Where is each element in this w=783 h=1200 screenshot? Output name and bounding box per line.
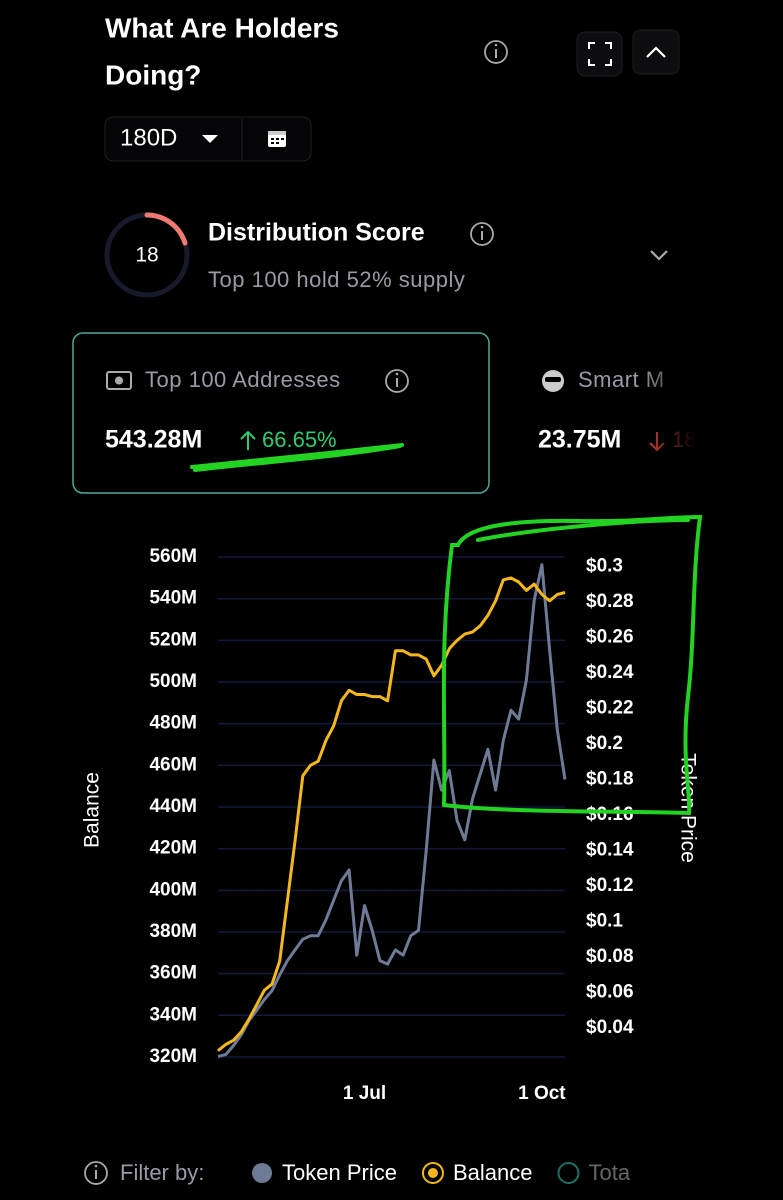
- y2-tick-label: $0.08: [586, 946, 634, 967]
- legend-swatch: [252, 1163, 272, 1183]
- y2-tick-label: $0.2: [586, 733, 623, 754]
- card-label: Top 100 Addresses: [145, 367, 341, 392]
- annotation-underline: [190, 443, 404, 472]
- title: What Are Holders: [105, 12, 339, 43]
- y-tick-label: 540M: [149, 588, 197, 609]
- y2-tick-label: $0.06: [586, 982, 634, 1003]
- info-icon[interactable]: [470, 222, 494, 246]
- chart: 320M 340M 360M 380M 400M 420M 440M 460M 480M 500M…: [81, 546, 700, 1104]
- legend-swatch: [421, 1162, 444, 1184]
- y-tick-label: 360M: [149, 963, 197, 984]
- y-tick-label: 380M: [149, 921, 197, 942]
- y-tick-label: 500M: [149, 671, 197, 692]
- y-tick-label: 560M: [149, 546, 197, 567]
- info-icon[interactable]: [484, 40, 508, 64]
- card[interactable]: Top 100 Addresses 543.28M 66.65%: [72, 332, 490, 494]
- score-value: 18: [135, 244, 158, 267]
- y-tick-label: 340M: [149, 1004, 197, 1025]
- period: 180D: [120, 124, 177, 151]
- y2-tick-label: $0.22: [586, 697, 634, 718]
- legend-swatch: [427, 1168, 438, 1178]
- card-value: 543.28M: [105, 426, 202, 454]
- y-tick-label: 400M: [149, 879, 197, 900]
- legend-label: Balance: [453, 1160, 533, 1185]
- info-icon: [385, 369, 409, 393]
- y-tick-label: 420M: [149, 838, 197, 859]
- y-tick-label: 460M: [149, 754, 197, 775]
- y-tick-label: 520M: [149, 629, 197, 650]
- legend-swatch: [557, 1162, 580, 1184]
- series-line: [217, 563, 567, 1058]
- legend-item[interactable]: Balance: [421, 1160, 533, 1185]
- y2-tick-label: $0.18: [586, 768, 634, 789]
- info-icon: [84, 1161, 108, 1185]
- score-ring: [104, 212, 190, 298]
- filter-label: Filter by:: [120, 1160, 204, 1185]
- y2-tick-label: $0.26: [586, 626, 634, 647]
- title: Doing?: [105, 59, 201, 90]
- y2-tick-label: $0.3: [586, 555, 623, 576]
- x-tick-label: 1 Oct: [518, 1083, 566, 1104]
- score-title: Distribution Score: [208, 219, 425, 247]
- y-tick-label: 320M: [149, 1046, 197, 1067]
- y-tick-label: 440M: [149, 796, 197, 817]
- y2-tick-label: $0.28: [586, 591, 634, 612]
- legend-label: Token Price: [282, 1160, 397, 1185]
- fade: [640, 340, 697, 490]
- legend: Token Price Balance Tota: [252, 1160, 631, 1185]
- fullscreen-button[interactable]: [576, 31, 623, 77]
- legend-item[interactable]: Tota: [557, 1160, 631, 1185]
- y2-tick-label: $0.04: [586, 1017, 634, 1038]
- x-tick-label: 1 Jul: [343, 1083, 386, 1104]
- y2-tick-label: $0.14: [586, 840, 634, 861]
- legend-item[interactable]: Token Price: [252, 1160, 397, 1185]
- collapse-button[interactable]: [632, 29, 680, 75]
- expand-chevron[interactable]: [650, 250, 668, 261]
- up-arrow: [240, 430, 256, 450]
- y2-tick-label: $0.1: [586, 911, 623, 932]
- legend-label: Tota: [588, 1160, 630, 1185]
- y2-tick-label: $0.12: [586, 875, 634, 896]
- y2-tick-label: $0.16: [586, 804, 634, 825]
- period-dropdown[interactable]: 180D: [104, 116, 312, 162]
- calendar-button[interactable]: [268, 131, 286, 147]
- y-tick-label: 480M: [149, 713, 197, 734]
- y2-tick-label: $0.24: [586, 662, 634, 683]
- series-line: [217, 576, 566, 1052]
- y-axis-label: Balance: [81, 772, 104, 848]
- annotation-box: [441, 514, 703, 816]
- card-value: 23.75M: [538, 426, 621, 454]
- score-subtitle: Top 100 hold 52% supply: [208, 267, 465, 292]
- card-change: 66.65%: [262, 427, 337, 452]
